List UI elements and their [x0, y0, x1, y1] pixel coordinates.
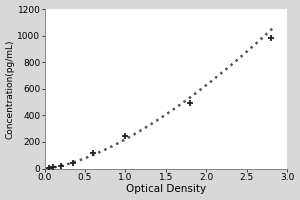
- X-axis label: Optical Density: Optical Density: [126, 184, 206, 194]
- Y-axis label: Concentration(pg/mL): Concentration(pg/mL): [6, 39, 15, 139]
